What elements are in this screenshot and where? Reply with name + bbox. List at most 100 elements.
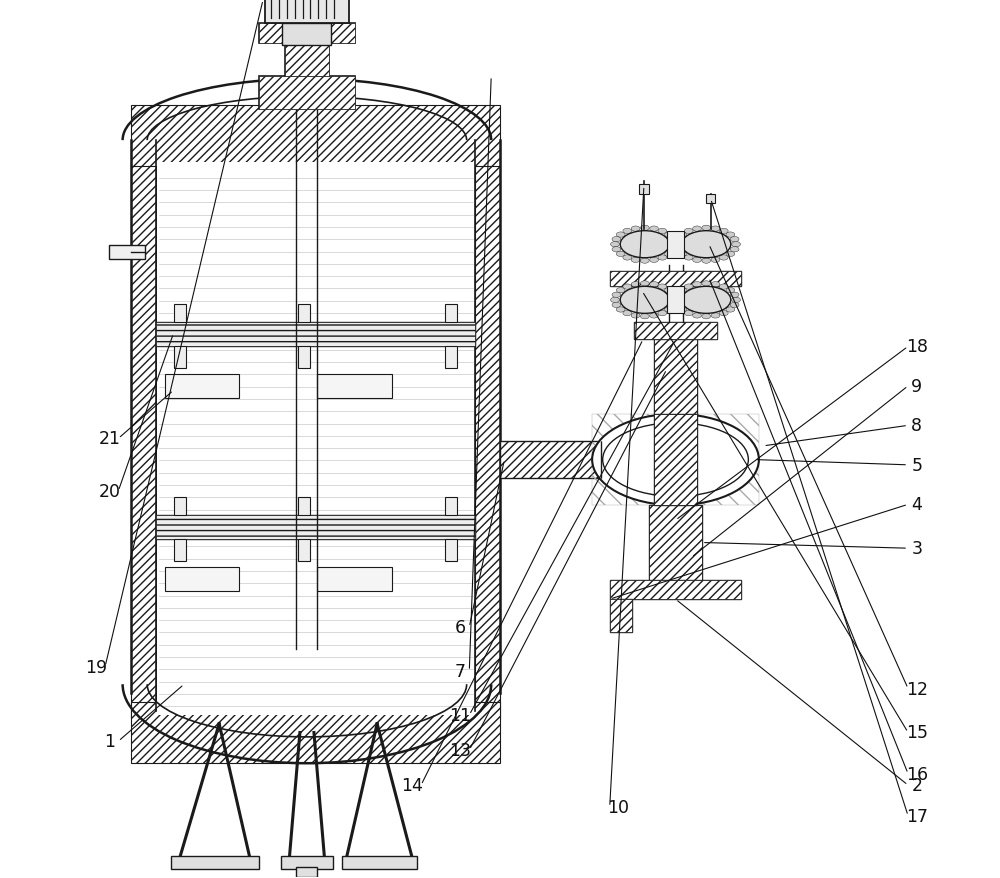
Bar	[667, 287, 684, 314]
Bar	[634, 322, 717, 340]
Text: 13: 13	[450, 741, 472, 759]
Bar	[445, 347, 457, 369]
Ellipse shape	[672, 298, 681, 303]
Ellipse shape	[726, 288, 735, 293]
Ellipse shape	[702, 282, 711, 287]
Bar	[654, 340, 697, 414]
Ellipse shape	[719, 311, 728, 316]
Ellipse shape	[603, 423, 748, 497]
Bar	[317, 567, 392, 592]
Ellipse shape	[730, 248, 739, 253]
Bar	[282, 25, 331, 47]
Bar	[706, 195, 715, 204]
Ellipse shape	[670, 298, 679, 303]
Ellipse shape	[631, 282, 640, 287]
Text: 4: 4	[911, 496, 922, 514]
Ellipse shape	[658, 311, 667, 316]
Ellipse shape	[665, 307, 673, 313]
Ellipse shape	[719, 284, 728, 290]
Bar	[259, 25, 355, 44]
Bar	[610, 580, 741, 600]
Bar	[298, 347, 310, 369]
Text: 15: 15	[906, 723, 928, 742]
Ellipse shape	[669, 237, 678, 242]
Bar	[259, 77, 355, 111]
Ellipse shape	[650, 313, 658, 319]
Bar	[156, 322, 475, 347]
Bar	[654, 414, 697, 506]
Ellipse shape	[616, 252, 625, 257]
Ellipse shape	[650, 282, 658, 287]
Ellipse shape	[730, 303, 739, 308]
Ellipse shape	[612, 303, 621, 308]
Bar	[445, 540, 457, 562]
Bar	[610, 271, 741, 287]
Text: 16: 16	[906, 765, 928, 783]
Ellipse shape	[726, 233, 735, 238]
Ellipse shape	[673, 237, 682, 242]
Text: 18: 18	[906, 338, 928, 356]
Ellipse shape	[669, 292, 678, 298]
Bar	[654, 340, 697, 414]
Bar	[500, 442, 601, 479]
Bar	[649, 506, 702, 580]
Text: 3: 3	[911, 540, 922, 558]
Bar	[667, 232, 684, 258]
Text: 19: 19	[85, 658, 107, 676]
Bar	[156, 515, 475, 540]
Ellipse shape	[711, 313, 720, 319]
Bar	[109, 245, 145, 259]
Bar	[445, 305, 457, 322]
Ellipse shape	[678, 252, 686, 257]
Ellipse shape	[665, 252, 673, 257]
Bar	[281, 856, 333, 868]
Ellipse shape	[673, 292, 682, 298]
Ellipse shape	[682, 287, 731, 314]
Bar	[156, 515, 475, 540]
Ellipse shape	[732, 298, 740, 303]
Ellipse shape	[616, 233, 625, 238]
Ellipse shape	[616, 307, 625, 313]
Ellipse shape	[684, 255, 693, 261]
Ellipse shape	[702, 226, 711, 231]
Ellipse shape	[719, 255, 728, 261]
Text: 20: 20	[98, 483, 120, 500]
Bar	[610, 580, 741, 600]
Ellipse shape	[611, 242, 619, 248]
Ellipse shape	[669, 303, 678, 308]
Text: 2: 2	[911, 776, 922, 795]
Ellipse shape	[693, 227, 701, 232]
Ellipse shape	[620, 287, 669, 314]
Ellipse shape	[620, 232, 669, 258]
Bar	[639, 184, 649, 195]
Ellipse shape	[670, 242, 679, 248]
Bar	[654, 414, 697, 506]
Bar	[131, 702, 500, 763]
Text: 21: 21	[98, 430, 120, 448]
Ellipse shape	[650, 227, 658, 232]
Bar	[165, 374, 239, 399]
Bar	[285, 44, 329, 77]
Ellipse shape	[711, 227, 720, 232]
Ellipse shape	[719, 229, 728, 234]
Ellipse shape	[702, 259, 711, 264]
Ellipse shape	[640, 259, 649, 264]
Bar	[174, 347, 186, 369]
Text: 14: 14	[401, 776, 423, 795]
Ellipse shape	[693, 282, 701, 287]
Ellipse shape	[592, 414, 759, 506]
Bar	[298, 305, 310, 322]
Bar	[259, 25, 355, 44]
Ellipse shape	[684, 229, 693, 234]
Bar	[592, 414, 759, 506]
Ellipse shape	[673, 248, 682, 253]
Ellipse shape	[678, 233, 686, 238]
Bar	[131, 106, 500, 167]
Ellipse shape	[623, 255, 632, 261]
Ellipse shape	[682, 232, 731, 258]
Ellipse shape	[684, 311, 693, 316]
Ellipse shape	[658, 229, 667, 234]
Ellipse shape	[623, 284, 632, 290]
Text: 1: 1	[104, 732, 115, 751]
Bar	[317, 374, 392, 399]
